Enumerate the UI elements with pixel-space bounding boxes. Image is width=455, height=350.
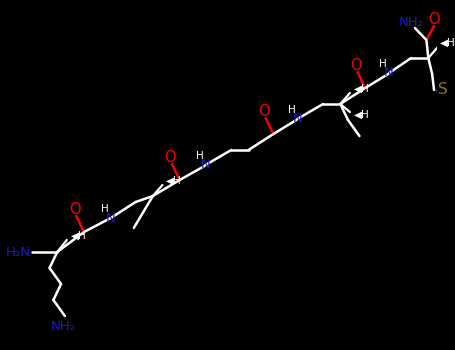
Text: H: H [288,105,295,115]
Text: NH₂: NH₂ [51,320,76,332]
Text: O: O [69,203,80,217]
Text: N: N [293,112,302,126]
Text: H₂N: H₂N [5,245,30,259]
Text: ◀H: ◀H [166,176,182,186]
Text: N: N [384,66,394,79]
Text: H: H [101,204,109,214]
Text: H: H [379,59,387,69]
Text: N: N [201,159,210,172]
Text: N: N [106,211,116,224]
Text: O: O [164,150,176,166]
Text: NH₂: NH₂ [399,15,424,28]
Text: O: O [350,58,361,74]
Text: H: H [196,151,203,161]
Text: O: O [428,13,440,28]
Text: ◀H: ◀H [354,110,369,120]
Text: ◀H: ◀H [440,38,455,48]
Text: ◀H: ◀H [71,231,86,241]
Text: O: O [258,105,270,119]
Text: S: S [438,83,448,98]
Text: ◀H: ◀H [354,84,369,94]
